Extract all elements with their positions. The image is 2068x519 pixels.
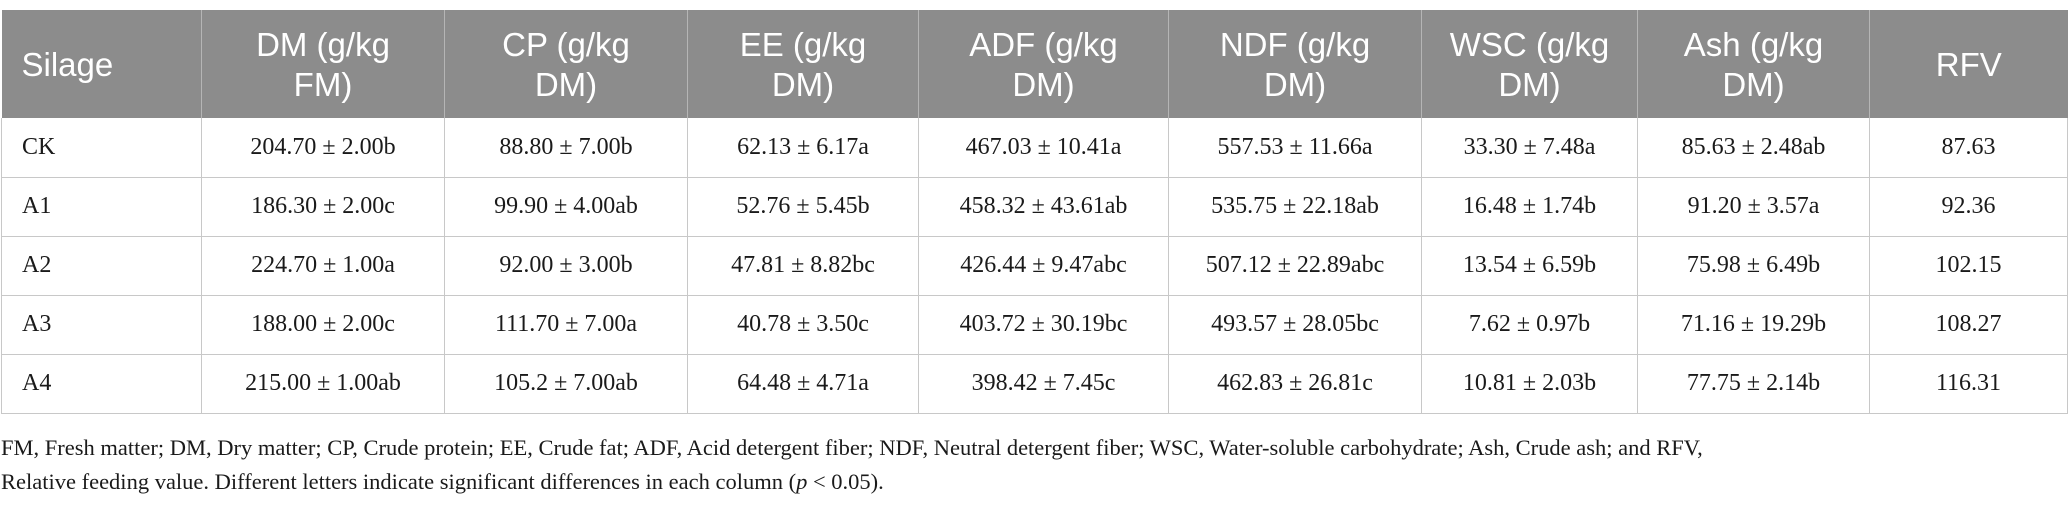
column-header-line-1: RFV <box>1935 46 2002 83</box>
table-cell: 47.81 ± 8.82bc <box>687 236 919 296</box>
table-cell: 111.70 ± 7.00a <box>444 295 688 355</box>
table-cell: 186.30 ± 2.00c <box>201 177 445 237</box>
table-cell: 40.78 ± 3.50c <box>687 295 919 355</box>
table-cell: 87.63 <box>1869 118 2068 178</box>
table-cell: 458.32 ± 43.61ab <box>918 177 1169 237</box>
column-header: EE (g/kg DM) <box>687 10 919 118</box>
table-cell: 64.48 ± 4.71a <box>687 354 919 414</box>
table-cell: 99.90 ± 4.00ab <box>444 177 688 237</box>
column-header-line-1: Ash (g/kg <box>1683 26 1824 63</box>
table-row: A1 186.30 ± 2.00c 99.90 ± 4.00ab 52.76 ± 5.… <box>1 177 2068 237</box>
column-header: Silage <box>1 10 202 118</box>
table-footnote: FM, Fresh matter; DM, Dry matter; CP, Cr… <box>0 414 2061 499</box>
header-row: Silage DM (g/kg FM) CP (g/kg DM) EE (g/kg DM) A… <box>1 10 2068 118</box>
table-cell: 116.31 <box>1869 354 2068 414</box>
column-header-line-1: DM (g/kg <box>256 26 390 63</box>
column-header-line-1: ADF (g/kg <box>969 26 1118 63</box>
table-row: A4 215.00 ± 1.00ab 105.2 ± 7.00ab 64.48 ± 4… <box>1 354 2068 414</box>
table-header: Silage DM (g/kg FM) CP (g/kg DM) EE (g/kg DM) A… <box>1 10 2068 118</box>
table-row: A2 224.70 ± 1.00a 92.00 ± 3.00b 47.81 ± 8.8… <box>1 236 2068 296</box>
table-cell: 507.12 ± 22.89abc <box>1168 236 1422 296</box>
column-header: ADF (g/kg DM) <box>918 10 1169 118</box>
column-header-line-2: DM) <box>1012 66 1075 103</box>
table-row: A3 188.00 ± 2.00c 111.70 ± 7.00a 40.78 ± 3.… <box>1 295 2068 355</box>
table-body: CK 204.70 ± 2.00b 88.80 ± 7.00b 62.13 ± 6.1… <box>1 118 2068 414</box>
table-row: CK 204.70 ± 2.00b 88.80 ± 7.00b 62.13 ± 6.1… <box>1 118 2068 178</box>
column-header: WSC (g/kg DM) <box>1421 10 1638 118</box>
table-cell: 215.00 ± 1.00ab <box>201 354 445 414</box>
table-cell: 77.75 ± 2.14b <box>1637 354 1870 414</box>
table-figure: Silage DM (g/kg FM) CP (g/kg DM) EE (g/kg DM) A… <box>0 10 2068 499</box>
column-header: NDF (g/kg DM) <box>1168 10 1422 118</box>
column-header-line-2: DM) <box>771 66 835 103</box>
row-label-cell: A2 <box>1 236 202 296</box>
table-cell: 7.62 ± 0.97b <box>1421 295 1638 355</box>
column-header: DM (g/kg FM) <box>201 10 445 118</box>
table-cell: 467.03 ± 10.41a <box>918 118 1169 178</box>
table-cell: 92.00 ± 3.00b <box>444 236 688 296</box>
table-cell: 403.72 ± 30.19bc <box>918 295 1169 355</box>
table-cell: 85.63 ± 2.48ab <box>1637 118 1870 178</box>
column-header-line-1: NDF (g/kg <box>1219 26 1371 63</box>
row-label-cell: A1 <box>1 177 202 237</box>
table-cell: 52.76 ± 5.45b <box>687 177 919 237</box>
column-header-line-1: CP (g/kg <box>502 26 630 63</box>
column-header-line-1: Silage <box>21 46 114 83</box>
column-header-line-2: DM) <box>1498 66 1561 103</box>
footnote-line-2: Relative feeding value. Different letter… <box>1 465 2061 499</box>
table-cell: 13.54 ± 6.59b <box>1421 236 1638 296</box>
table-cell: 33.30 ± 7.48a <box>1421 118 1638 178</box>
column-header: Ash (g/kg DM) <box>1637 10 1870 118</box>
table-cell: 493.57 ± 28.05bc <box>1168 295 1422 355</box>
table-cell: 102.15 <box>1869 236 2068 296</box>
table-cell: 188.00 ± 2.00c <box>201 295 445 355</box>
table-cell: 91.20 ± 3.57a <box>1637 177 1870 237</box>
column-header-line-2: DM) <box>534 66 598 103</box>
column-header: CP (g/kg DM) <box>444 10 688 118</box>
footnote-line-2-end: < 0.05). <box>807 468 884 494</box>
column-header: RFV <box>1870 10 2068 118</box>
table-cell: 426.44 ± 9.47abc <box>918 236 1169 296</box>
column-header-line-2: DM) <box>1722 66 1785 103</box>
row-label-cell: A3 <box>1 295 202 355</box>
table-cell: 535.75 ± 22.18ab <box>1168 177 1422 237</box>
table-cell: 16.48 ± 1.74b <box>1421 177 1638 237</box>
column-header-line-2: FM) <box>293 66 353 103</box>
footnote-p-symbol: p <box>796 468 808 494</box>
table-cell: 557.53 ± 11.66a <box>1168 118 1422 178</box>
table-cell: 462.83 ± 26.81c <box>1168 354 1422 414</box>
column-header-line-1: EE (g/kg <box>739 26 867 63</box>
footnote-line-2-text: Relative feeding value. Different letter… <box>1 468 797 494</box>
row-label-cell: A4 <box>1 354 202 414</box>
table-cell: 105.2 ± 7.00ab <box>444 354 688 414</box>
footnote-line-1: FM, Fresh matter; DM, Dry matter; CP, Cr… <box>1 434 1703 460</box>
table-cell: 62.13 ± 6.17a <box>687 118 919 178</box>
column-header-line-2: DM) <box>1263 66 1327 103</box>
table-cell: 398.42 ± 7.45c <box>918 354 1169 414</box>
silage-composition-table: Silage DM (g/kg FM) CP (g/kg DM) EE (g/kg DM) A… <box>1 10 2068 414</box>
row-label-cell: CK <box>1 118 202 178</box>
table-cell: 224.70 ± 1.00a <box>201 236 445 296</box>
table-cell: 10.81 ± 2.03b <box>1421 354 1638 414</box>
column-header-line-1: WSC (g/kg <box>1449 26 1610 63</box>
table-cell: 88.80 ± 7.00b <box>444 118 688 178</box>
table-cell: 204.70 ± 2.00b <box>201 118 445 178</box>
table-cell: 71.16 ± 19.29b <box>1637 295 1870 355</box>
table-cell: 92.36 <box>1869 177 2068 237</box>
table-cell: 75.98 ± 6.49b <box>1637 236 1870 296</box>
table-cell: 108.27 <box>1869 295 2068 355</box>
